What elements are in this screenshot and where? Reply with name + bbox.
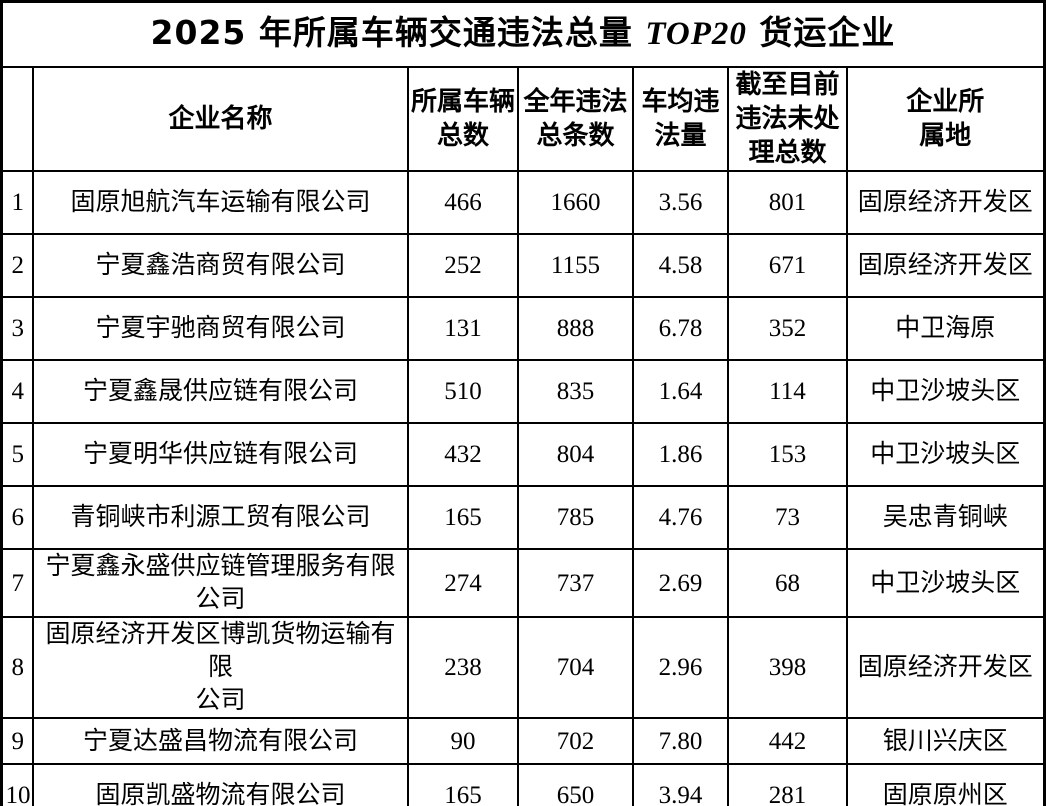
header-avg-violations: 车均违 法量: [631, 65, 729, 173]
cell-violation-total: 702: [516, 717, 634, 766]
table-row: 5 宁夏明华供应链有限公司 432 804 1.86 153 中卫沙坡头区: [0, 422, 1046, 488]
cell-avg-violations: 1.64: [631, 359, 729, 425]
title-top20: TOP20: [645, 16, 747, 53]
table-row: 8 固原经济开发区博凯货物运输有限 公司 238 704 2.96 398 固原…: [0, 616, 1046, 720]
cell-company-name: 宁夏鑫浩商贸有限公司: [31, 233, 409, 299]
cell-pending-violations: 398: [726, 616, 848, 720]
cell-avg-violations: 2.69: [631, 548, 729, 619]
cell-violation-total: 785: [516, 485, 634, 551]
cell-region: 中卫沙坡头区: [845, 422, 1046, 488]
cell-violation-total: 1155: [516, 233, 634, 299]
cell-pending-violations: 671: [726, 233, 848, 299]
cell-avg-violations: 1.86: [631, 422, 729, 488]
cell-region: 固原原州区: [845, 763, 1046, 806]
header-company-name: 企业名称: [31, 65, 409, 173]
cell-violation-total: 704: [516, 616, 634, 720]
cell-company-name: 宁夏鑫永盛供应链管理服务有限 公司: [31, 548, 409, 619]
table-row: 2 宁夏鑫浩商贸有限公司 252 1155 4.58 671 固原经济开发区: [0, 233, 1046, 299]
cell-company-name: 固原旭航汽车运输有限公司: [31, 170, 409, 236]
cell-rank: 3: [0, 296, 34, 362]
cell-rank: 2: [0, 233, 34, 299]
cell-vehicle-total: 432: [406, 422, 519, 488]
cell-violation-total: 888: [516, 296, 634, 362]
cell-company-name: 宁夏鑫晟供应链有限公司: [31, 359, 409, 425]
cell-avg-violations: 7.80: [631, 717, 729, 766]
cell-region: 银川兴庆区: [845, 717, 1046, 766]
table-row: 4 宁夏鑫晟供应链有限公司 510 835 1.64 114 中卫沙坡头区: [0, 359, 1046, 425]
cell-avg-violations: 4.76: [631, 485, 729, 551]
cell-pending-violations: 73: [726, 485, 848, 551]
cell-pending-violations: 281: [726, 763, 848, 806]
cell-region: 吴忠青铜峡: [845, 485, 1046, 551]
cell-region: 中卫沙坡头区: [845, 359, 1046, 425]
table-row: 1 固原旭航汽车运输有限公司 466 1660 3.56 801 固原经济开发区: [0, 170, 1046, 236]
cell-vehicle-total: 165: [406, 485, 519, 551]
table-row: 3 宁夏宇驰商贸有限公司 131 888 6.78 352 中卫海原: [0, 296, 1046, 362]
cell-region: 固原经济开发区: [845, 233, 1046, 299]
header-pending-violations: 截至目前 违法未处 理总数: [726, 65, 848, 173]
header-violation-total: 全年违法 总条数: [516, 65, 634, 173]
cell-avg-violations: 6.78: [631, 296, 729, 362]
cell-region: 中卫海原: [845, 296, 1046, 362]
cell-pending-violations: 352: [726, 296, 848, 362]
header-rank: [0, 65, 34, 173]
cell-company-name: 宁夏明华供应链有限公司: [31, 422, 409, 488]
cell-avg-violations: 2.96: [631, 616, 729, 720]
cell-violation-total: 737: [516, 548, 634, 619]
cell-violation-total: 650: [516, 763, 634, 806]
cell-rank: 10: [0, 763, 34, 806]
cell-company-name: 固原凯盛物流有限公司: [31, 763, 409, 806]
cell-vehicle-total: 131: [406, 296, 519, 362]
table-row: 9 宁夏达盛昌物流有限公司 90 702 7.80 442 银川兴庆区: [0, 717, 1046, 766]
cell-avg-violations: 4.58: [631, 233, 729, 299]
cell-vehicle-total: 238: [406, 616, 519, 720]
header-region: 企业所 属地: [845, 65, 1046, 173]
table-title-row: 2025 年所属车辆交通违法总量 TOP20 货运企业: [0, 0, 1046, 68]
cell-rank: 7: [0, 548, 34, 619]
title-suffix: 货运企业: [746, 13, 896, 53]
cell-rank: 8: [0, 616, 34, 720]
cell-violation-total: 804: [516, 422, 634, 488]
cell-region: 中卫沙坡头区: [845, 548, 1046, 619]
header-vehicle-total: 所属车辆 总数: [406, 65, 519, 173]
cell-company-name: 宁夏宇驰商贸有限公司: [31, 296, 409, 362]
cell-rank: 9: [0, 717, 34, 766]
cell-violation-total: 1660: [516, 170, 634, 236]
cell-rank: 1: [0, 170, 34, 236]
cell-pending-violations: 68: [726, 548, 848, 619]
cell-avg-violations: 3.56: [631, 170, 729, 236]
table-row: 7 宁夏鑫永盛供应链管理服务有限 公司 274 737 2.69 68 中卫沙坡…: [0, 548, 1046, 619]
cell-vehicle-total: 466: [406, 170, 519, 236]
cell-rank: 5: [0, 422, 34, 488]
cell-pending-violations: 801: [726, 170, 848, 236]
cell-pending-violations: 114: [726, 359, 848, 425]
cell-region: 固原经济开发区: [845, 170, 1046, 236]
cell-company-name: 宁夏达盛昌物流有限公司: [31, 717, 409, 766]
cell-region: 固原经济开发区: [845, 616, 1046, 720]
cell-violation-total: 835: [516, 359, 634, 425]
cell-company-name: 青铜峡市利源工贸有限公司: [31, 485, 409, 551]
cell-pending-violations: 153: [726, 422, 848, 488]
cell-avg-violations: 3.94: [631, 763, 729, 806]
table-row: 10 固原凯盛物流有限公司 165 650 3.94 281 固原原州区: [0, 763, 1046, 806]
cell-company-name: 固原经济开发区博凯货物运输有限 公司: [31, 616, 409, 720]
cell-rank: 6: [0, 485, 34, 551]
page-title: 2025 年所属车辆交通违法总量 TOP20 货运企业: [0, 0, 1046, 68]
cell-pending-violations: 442: [726, 717, 848, 766]
title-prefix: 2025 年所属车辆交通违法总量: [150, 13, 646, 53]
cell-vehicle-total: 165: [406, 763, 519, 806]
cell-rank: 4: [0, 359, 34, 425]
cell-vehicle-total: 252: [406, 233, 519, 299]
table-row: 6 青铜峡市利源工贸有限公司 165 785 4.76 73 吴忠青铜峡: [0, 485, 1046, 551]
table-header-row: 企业名称 所属车辆 总数 全年违法 总条数 车均违 法量 截至目前 违法未处 理…: [0, 65, 1046, 173]
cell-vehicle-total: 90: [406, 717, 519, 766]
cell-vehicle-total: 510: [406, 359, 519, 425]
cell-vehicle-total: 274: [406, 548, 519, 619]
